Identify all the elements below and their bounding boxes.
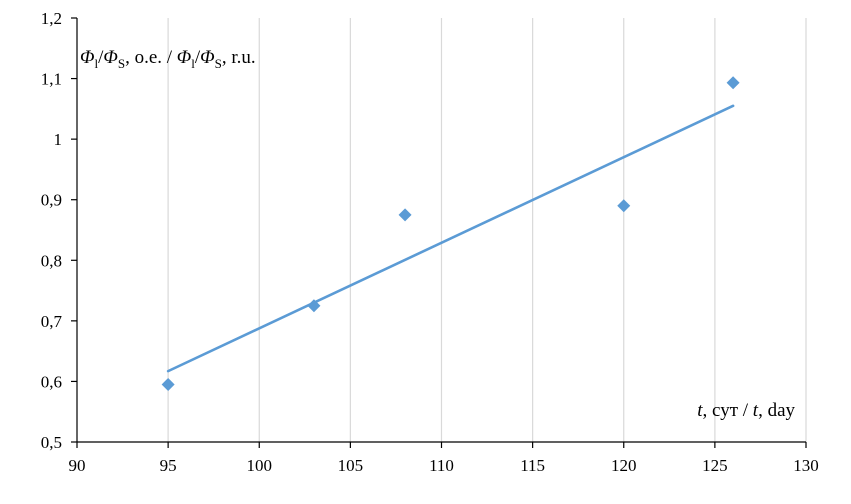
y-tick-label: 0,9 bbox=[41, 191, 62, 210]
y-tick-label: 1 bbox=[54, 130, 63, 149]
x-tick-label: 105 bbox=[338, 456, 364, 475]
data-point bbox=[726, 76, 740, 90]
data-point bbox=[398, 208, 412, 222]
data-point bbox=[617, 199, 631, 213]
grid-lines bbox=[167, 18, 807, 442]
y-tick-label: 0,5 bbox=[41, 433, 62, 452]
x-tick-label: 125 bbox=[702, 456, 728, 475]
y-tick-label: 1,2 bbox=[41, 9, 62, 28]
x-tick-label: 95 bbox=[160, 456, 177, 475]
trendline-layer bbox=[166, 104, 735, 373]
y-tick-label: 0,8 bbox=[41, 251, 62, 270]
data-points bbox=[161, 76, 740, 391]
y-tick-label: 1,1 bbox=[41, 70, 62, 89]
data-point bbox=[161, 377, 175, 391]
tick-labels: 0,5 0,6 0,7 0,8 0,9 1 1,1 1,2 90 95 100 105 110 115 12… bbox=[41, 9, 819, 475]
y-tick-label: 0,7 bbox=[41, 312, 63, 331]
x-tick-label: 100 bbox=[247, 456, 273, 475]
x-tick-label: 120 bbox=[611, 456, 637, 475]
data-point bbox=[307, 299, 321, 313]
y-axis-title: Φl/ΦS, o.e. / Φl/ΦS, r.u. bbox=[80, 47, 256, 71]
x-tick-label: 115 bbox=[520, 456, 545, 475]
x-tick-label: 90 bbox=[69, 456, 86, 475]
trendline bbox=[166, 104, 735, 373]
x-tick-label: 110 bbox=[429, 456, 454, 475]
y-tick-label: 0,6 bbox=[41, 372, 62, 391]
x-tick-label: 130 bbox=[793, 456, 819, 475]
axes bbox=[71, 17, 807, 448]
x-axis-title: t, сут / t, day bbox=[697, 400, 795, 421]
